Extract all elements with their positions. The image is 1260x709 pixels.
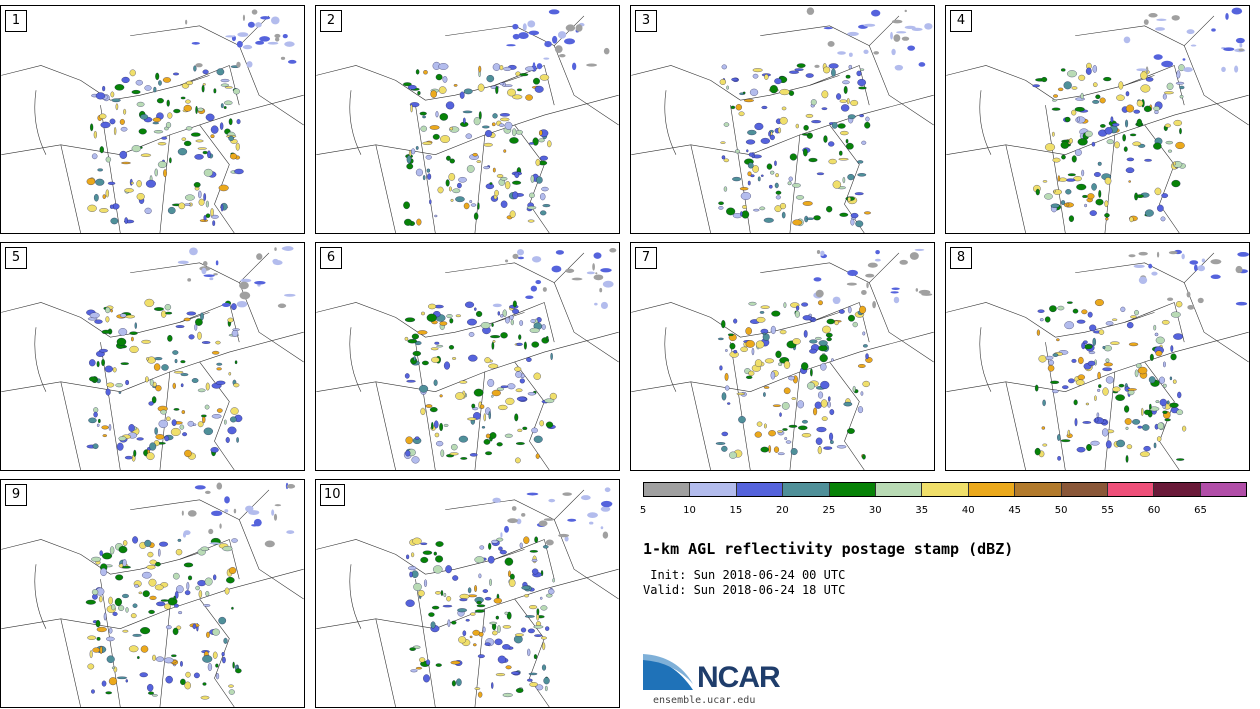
- colorbar-tick-label: 50: [1054, 505, 1068, 516]
- panel-label: 5: [5, 247, 27, 269]
- colorbar-swatch-10: [1107, 483, 1155, 496]
- map-panel-9: 9: [0, 479, 305, 708]
- map-drawing: [946, 249, 1249, 470]
- init-time: Init: Sun 2018-06-24 00 UTC: [643, 568, 846, 582]
- colorbar-tick-label: 10: [683, 505, 696, 516]
- map-drawing: [631, 248, 934, 470]
- colorbar-swatch-12: [1200, 483, 1247, 496]
- map-panel-6: 6: [315, 242, 620, 471]
- map-panel-7: 7: [630, 242, 935, 471]
- panel-label: 10: [320, 484, 345, 506]
- colorbar-swatch-7: [968, 483, 1016, 496]
- map-panel-4: 4: [945, 5, 1250, 234]
- map-panel-3: 3: [630, 5, 935, 234]
- valid-time: Valid: Sun 2018-06-24 18 UTC: [643, 583, 846, 597]
- ncar-logo-text: NCAR: [697, 661, 781, 694]
- map-panel-1: 1: [0, 5, 305, 234]
- figure-title: 1-km AGL reflectivity postage stamp (dBZ…: [643, 540, 1014, 558]
- map-drawing: [316, 248, 619, 470]
- map-drawing: [1, 482, 304, 707]
- ncar-logo-icon: [643, 654, 693, 690]
- colorbar-tick-label: 60: [1147, 505, 1161, 516]
- colorbar-tick-label: 45: [1008, 505, 1022, 516]
- colorbar-tick-label: 15: [729, 505, 743, 516]
- panel-label: 3: [635, 10, 657, 32]
- panel-label: 9: [5, 484, 27, 506]
- colorbar-swatch-9: [1061, 483, 1108, 496]
- map-panel-2: 2: [315, 5, 620, 234]
- colorbar-tick-label: 30: [868, 505, 882, 516]
- colorbar-tick-label: 40: [961, 505, 975, 516]
- reflectivity-colorbar: [643, 482, 1247, 497]
- panel-label: 1: [5, 10, 27, 32]
- colorbar-tick-label: 35: [915, 505, 929, 516]
- panel-label: 8: [950, 247, 972, 269]
- colorbar-swatch-6: [922, 483, 969, 496]
- panel-label: 2: [320, 10, 342, 32]
- colorbar-swatch-11: [1154, 483, 1201, 496]
- colorbar-tick-label: 65: [1194, 505, 1207, 516]
- colorbar-tick-label: 55: [1101, 505, 1114, 516]
- colorbar-swatch-4: [829, 483, 876, 496]
- colorbar-tick-label: 20: [776, 505, 789, 516]
- colorbar-swatch-5: [875, 483, 923, 496]
- map-drawing: [316, 487, 619, 707]
- colorbar-swatch-2: [736, 483, 784, 496]
- map-panel-5: 5: [0, 242, 305, 471]
- colorbar-swatch-8: [1015, 483, 1062, 496]
- map-drawing: [946, 7, 1249, 233]
- map-drawing: [631, 7, 934, 233]
- colorbar-swatch-3: [783, 483, 830, 496]
- panel-label: 4: [950, 10, 972, 32]
- panel-label: 7: [635, 247, 657, 269]
- colorbar-swatch-1: [690, 483, 737, 496]
- source-url: ensemble.ucar.edu: [653, 695, 756, 706]
- map-drawing: [1, 246, 304, 470]
- map-panel-8: 8: [945, 242, 1250, 471]
- map-drawing: [316, 9, 619, 233]
- colorbar-tick-label: 25: [822, 505, 836, 516]
- colorbar-swatch-0: [644, 483, 691, 496]
- map-drawing: [1, 9, 304, 233]
- panel-label: 6: [320, 247, 342, 269]
- colorbar-tick-label: 5: [639, 505, 647, 516]
- map-panel-10: 10: [315, 479, 620, 708]
